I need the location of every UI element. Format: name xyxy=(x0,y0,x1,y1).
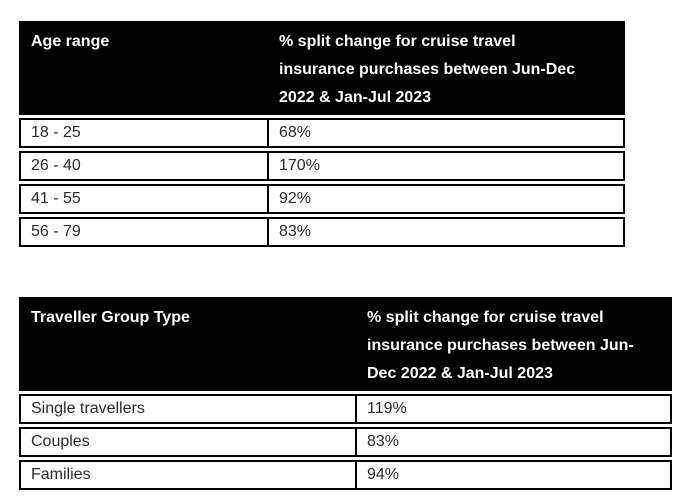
age-range-cell: 18 - 25 xyxy=(21,120,269,146)
age-range-table: Age range % split change for cruise trav… xyxy=(19,21,625,247)
age-range-cell: 56 - 79 xyxy=(21,219,269,245)
table-row: 56 - 79 83% xyxy=(19,217,625,247)
age-range-header-cell: Age range xyxy=(21,26,269,110)
percent-change-cell: 68% xyxy=(279,124,312,141)
percent-change-cell: 119% xyxy=(367,400,407,417)
traveller-group-table-header-row: Traveller Group Type % split change for … xyxy=(19,297,672,391)
age-range-cell: 26 - 40 xyxy=(21,153,269,179)
traveller-group-table: Traveller Group Type % split change for … xyxy=(19,297,672,490)
percent-change-cell: 170% xyxy=(279,157,320,174)
age-range-split-change-header-cell: % split change for cruise travel insuran… xyxy=(279,33,576,106)
traveller-group-type-header-cell: Traveller Group Type xyxy=(21,302,357,386)
traveller-group-split-change-header-cell: % split change for cruise travel insuran… xyxy=(367,309,634,382)
percent-change-cell: 83% xyxy=(279,223,312,240)
percent-change-cell: 92% xyxy=(279,190,312,207)
table-row: Couples 83% xyxy=(19,427,672,457)
table-row: 18 - 25 68% xyxy=(19,118,625,148)
percent-change-cell: 83% xyxy=(367,433,400,450)
table-row: Families 94% xyxy=(19,460,672,490)
age-range-cell: 41 - 55 xyxy=(21,186,269,212)
table-row: 41 - 55 92% xyxy=(19,184,625,214)
table-row: Single travellers 119% xyxy=(19,394,672,424)
traveller-group-cell: Families xyxy=(21,462,357,488)
percent-change-cell: 94% xyxy=(367,466,400,483)
age-range-table-header-row: Age range % split change for cruise trav… xyxy=(19,21,625,115)
traveller-group-cell: Single travellers xyxy=(21,396,357,422)
traveller-group-cell: Couples xyxy=(21,429,357,455)
table-row: 26 - 40 170% xyxy=(19,151,625,181)
